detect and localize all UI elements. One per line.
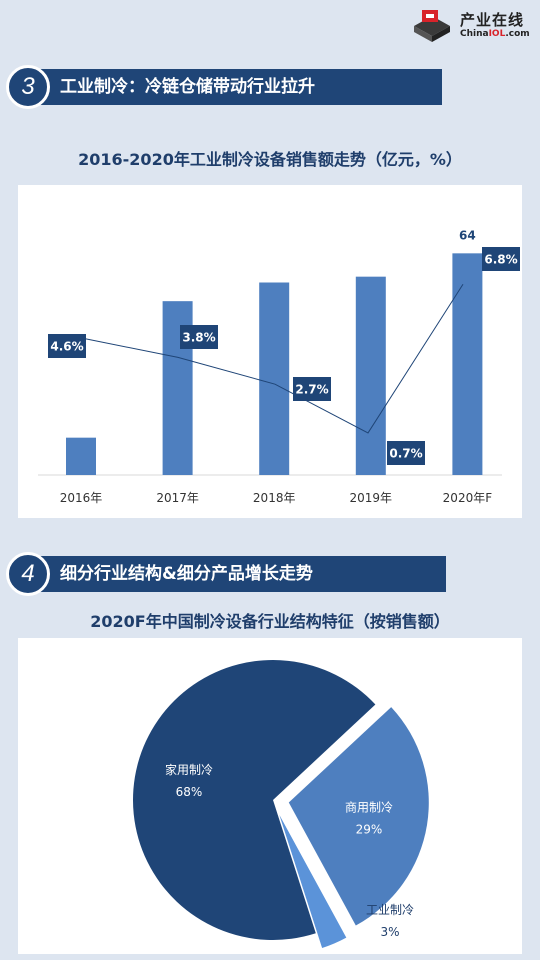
pie-label-1: 商用制冷 [345, 800, 393, 815]
growth-label-box-3 [387, 441, 425, 465]
bar-0 [66, 437, 96, 475]
logo-name-cn: 产业在线 [460, 11, 525, 29]
section-4-title: 细分行业结构&细分产品增长走势 [40, 556, 446, 592]
growth-label-0: 4.6% [50, 340, 83, 354]
value-label-2020: 64 [459, 228, 476, 242]
pie-value-0: 68% [176, 785, 203, 799]
section-3-number: 3 [6, 65, 50, 109]
section-4-number: 4 [6, 552, 50, 596]
x-tick-label-1: 2017年 [156, 491, 199, 505]
pie-chart-panel: 商用制冷 29% 工业制冷 3% 家用制冷 68% [18, 638, 522, 954]
growth-line [80, 283, 464, 434]
growth-label-3: 0.7% [389, 447, 422, 461]
x-tick-label-2: 2018年 [253, 491, 296, 505]
x-tick-label-4: 2020年F [443, 491, 493, 505]
x-tick-label-3: 2019年 [350, 491, 393, 505]
growth-label-box-0 [48, 334, 86, 358]
x-tick-label-0: 2016年 [60, 491, 103, 505]
growth-label-box-2 [293, 377, 331, 401]
growth-label-1: 3.8% [182, 331, 215, 345]
bar-3 [355, 276, 386, 475]
pie-slice-0 [132, 660, 376, 940]
pie-chart: 商用制冷 29% 工业制冷 3% 家用制冷 68% [132, 660, 429, 949]
pie-label-0: 家用制冷 [165, 762, 213, 777]
pie-label-2: 工业制冷 [366, 903, 414, 917]
growth-label-box-4 [482, 247, 520, 271]
bar-2 [259, 282, 290, 475]
pie-slice-2 [279, 814, 347, 949]
bar-chart-panel: 4.6% 3.8% 2.7% 0.7% 6.8% 64 2016年 2017年 2018年 201… [18, 185, 522, 518]
pie-value-1: 29% [356, 823, 383, 837]
pie-chart-title: 2020F年中国制冷设备行业结构特征（按销售额） [90, 612, 450, 631]
bar-chart-title: 2016-2020年工业制冷设备销售额走势（亿元，%） [78, 150, 462, 169]
bar-4 [452, 253, 483, 475]
growth-label-4: 6.8% [484, 253, 517, 267]
chinaiol-logo: 产业在线 ChinaIOL.com [410, 6, 538, 44]
growth-label-2: 2.7% [295, 383, 328, 397]
growth-label-box-1 [180, 325, 218, 349]
logo-mark-icon [414, 10, 450, 42]
pie-slice-1 [288, 707, 429, 926]
section-3-title: 工业制冷：冷链仓储带动行业拉升 [40, 69, 442, 105]
bar-chart: 4.6% 3.8% 2.7% 0.7% 6.8% 64 2016年 2017年 2018年 201… [38, 228, 520, 505]
logo-name-en: ChinaIOL.com [460, 29, 530, 39]
pie-value-2: 3% [380, 925, 399, 939]
